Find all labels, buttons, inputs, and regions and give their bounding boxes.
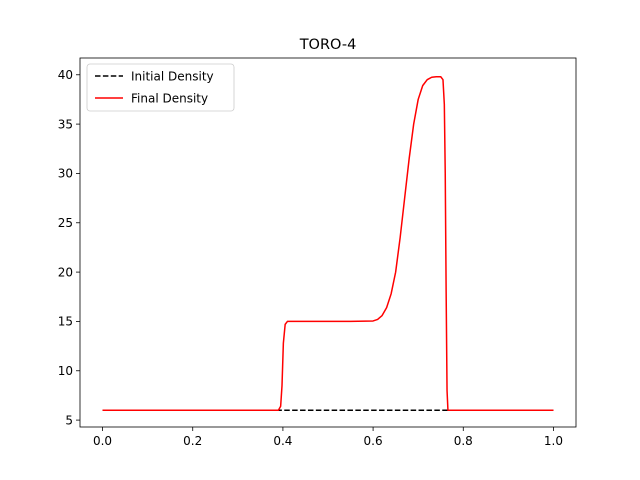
x-tick-label: 0.2 <box>183 434 202 448</box>
legend-label-initial-density: Initial Density <box>131 69 214 83</box>
y-tick-label: 30 <box>58 167 73 181</box>
axes-frame <box>79 57 577 428</box>
legend-box <box>86 63 235 112</box>
y-tick-label: 40 <box>58 68 73 82</box>
chart-title: TORO-4 <box>299 37 357 53</box>
y-axis: 5 10 15 20 25 30 35 40 <box>58 68 80 427</box>
legend: Initial Density Final Density <box>86 63 235 112</box>
x-tick-label: 1.0 <box>544 434 563 448</box>
legend-label-final-density: Final Density <box>131 91 208 105</box>
y-tick-label: 20 <box>58 265 73 279</box>
series-layer <box>102 76 554 411</box>
y-tick-label: 5 <box>65 413 73 427</box>
x-tick-label: 0.4 <box>273 434 292 448</box>
series-line-final-density <box>102 76 554 411</box>
x-tick-label: 0.8 <box>454 434 473 448</box>
y-tick-label: 10 <box>58 364 73 378</box>
x-tick-label: 0.6 <box>364 434 383 448</box>
y-tick-label: 35 <box>58 117 73 131</box>
x-tick-label: 0.0 <box>93 434 112 448</box>
x-axis: 0.0 0.2 0.4 0.6 0.8 1.0 <box>93 427 563 448</box>
y-tick-label: 15 <box>58 315 73 329</box>
y-tick-label: 25 <box>58 216 73 230</box>
